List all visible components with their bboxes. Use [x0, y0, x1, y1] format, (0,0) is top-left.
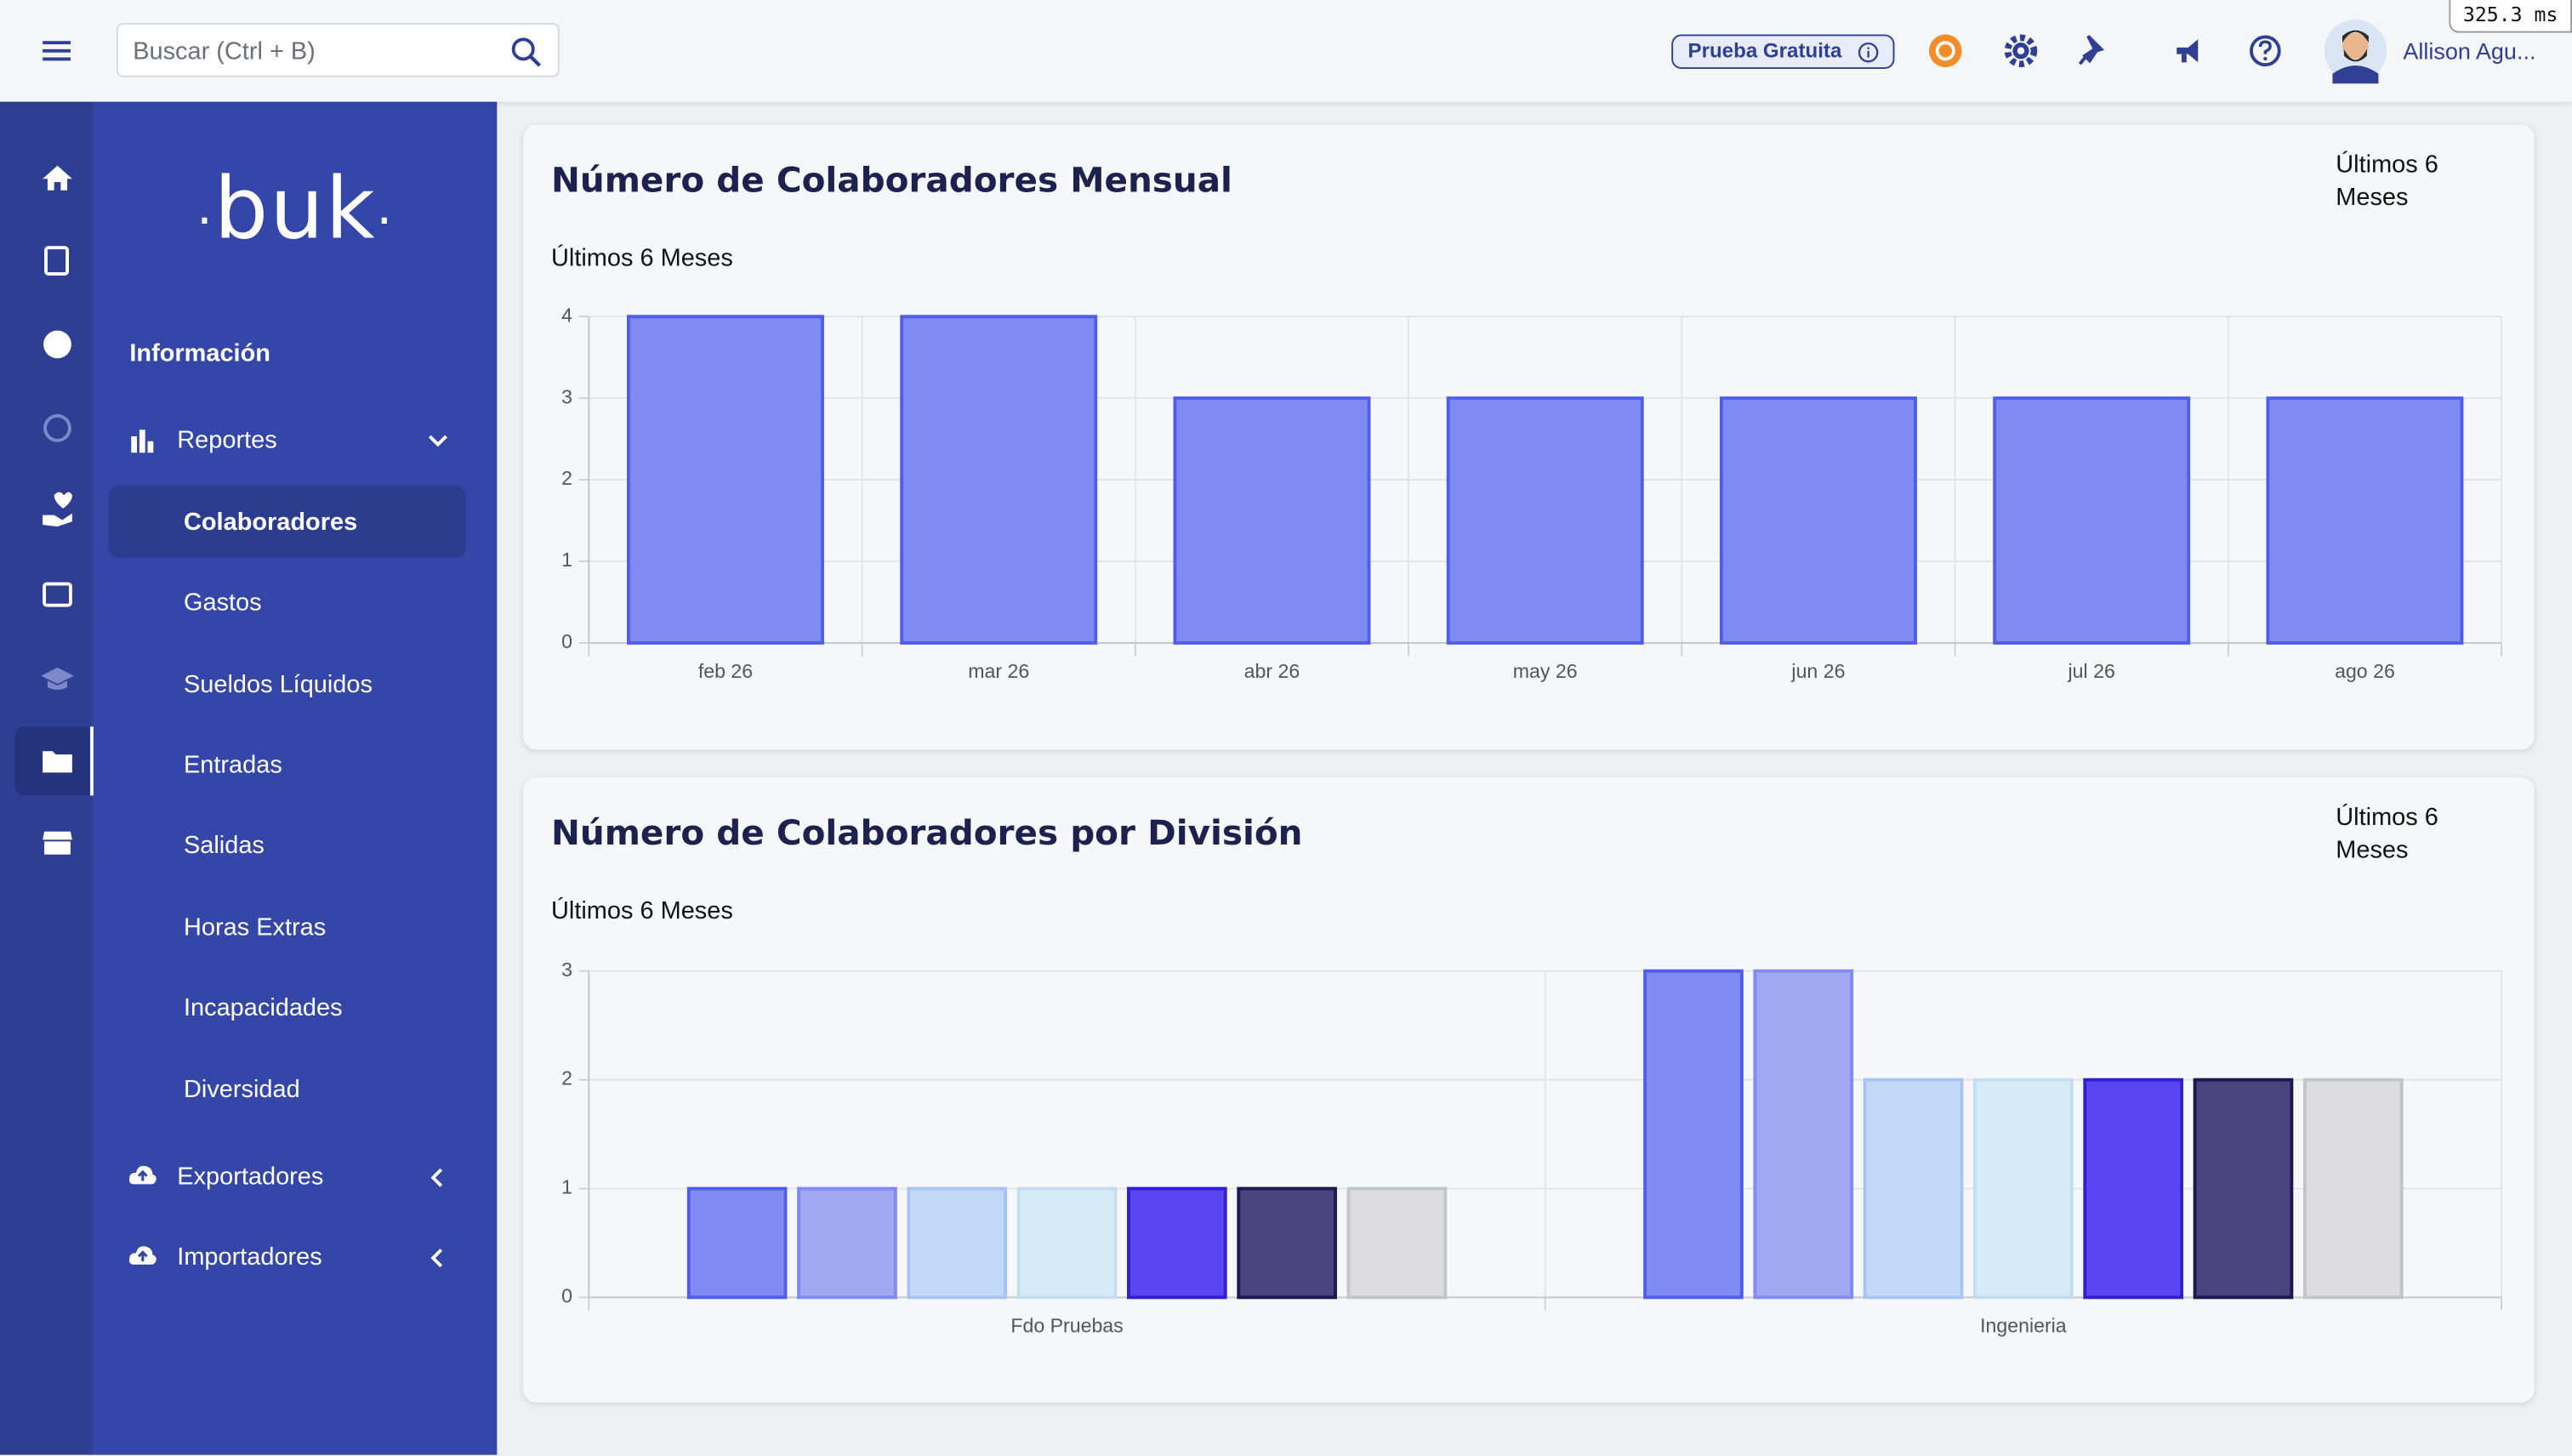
- info-icon: [1858, 42, 1879, 63]
- report-link[interactable]: Incapacidades: [183, 993, 343, 1022]
- period-filter[interactable]: Últimos 6 Meses: [2336, 151, 2438, 212]
- export-icon: [128, 1165, 156, 1185]
- payroll-icon[interactable]: [43, 330, 71, 359]
- trial-badge[interactable]: Prueba Gratuita: [1671, 34, 1895, 69]
- rail-icons: [14, 165, 95, 855]
- store-icon[interactable]: [43, 831, 72, 855]
- report-link[interactable]: Entradas: [183, 751, 282, 780]
- logo-text: buk: [213, 160, 377, 259]
- search-icon[interactable]: [509, 34, 544, 70]
- sidebar: ·buk· Información Reportes Colaboradores…: [93, 101, 498, 1455]
- active-indicator: [90, 726, 95, 796]
- trial-label: Prueba Gratuita: [1687, 39, 1842, 63]
- icon-rail: [0, 101, 95, 1455]
- user-name[interactable]: Allison Agu...: [2403, 37, 2536, 65]
- reports-icon[interactable]: [43, 751, 72, 773]
- chart-subtitle: Últimos 6 Meses: [550, 896, 733, 925]
- chart-card: Número de Colaboradores Mensual Últimos …: [523, 124, 2535, 750]
- learning-icon[interactable]: [41, 667, 74, 690]
- settings-icon[interactable]: [2003, 33, 2039, 69]
- report-link[interactable]: Diversidad: [183, 1076, 300, 1104]
- report-link[interactable]: Colaboradores: [183, 508, 358, 537]
- reports-section-icon: [131, 429, 154, 453]
- logo[interactable]: ·buk·: [196, 160, 395, 259]
- chevron-left[interactable]: [424, 1245, 447, 1271]
- search-placeholder: Buscar (Ctrl + B): [133, 37, 316, 66]
- integration-icon[interactable]: [1927, 33, 1963, 69]
- wellbeing-icon[interactable]: [43, 492, 72, 527]
- chart-title: Número de Colaboradores por División: [550, 813, 1303, 853]
- exporters-toggle[interactable]: Exportadores: [177, 1163, 324, 1192]
- benefits-icon[interactable]: [43, 582, 72, 607]
- importers-toggle[interactable]: Importadores: [177, 1243, 322, 1271]
- home-icon[interactable]: [43, 165, 72, 191]
- active-item-bg: [108, 485, 466, 558]
- search-box[interactable]: Buscar (Ctrl + B): [116, 22, 560, 77]
- report-link[interactable]: Salidas: [183, 831, 265, 860]
- menu-button[interactable]: [41, 36, 74, 65]
- section-label: Información: [129, 339, 270, 367]
- time-icon[interactable]: [43, 413, 71, 442]
- perf-badge: 325.3 ms: [2449, 0, 2572, 33]
- chart-subtitle: Últimos 6 Meses: [550, 244, 733, 273]
- import-icon: [128, 1246, 156, 1265]
- help-icon[interactable]: [2247, 33, 2283, 69]
- period-filter[interactable]: Últimos 6 Meses: [2336, 803, 2438, 865]
- report-link[interactable]: Sueldos Líquidos: [183, 670, 373, 699]
- report-link[interactable]: Gastos: [183, 589, 262, 617]
- tasks-icon[interactable]: [44, 246, 69, 276]
- reports-toggle[interactable]: Reportes: [177, 426, 277, 455]
- announcements-icon[interactable]: [2171, 33, 2207, 69]
- chevron-left[interactable]: [424, 1164, 447, 1191]
- top-bar: Buscar (Ctrl + B) Prueba Gratuita Alliso…: [0, 0, 2572, 102]
- chart-card: Número de Colaboradores por División Últ…: [523, 777, 2535, 1402]
- report-link[interactable]: Horas Extras: [183, 913, 327, 941]
- pin-icon[interactable]: [2077, 33, 2113, 69]
- chart-title: Número de Colaboradores Mensual: [550, 160, 1232, 201]
- user-avatar[interactable]: [2323, 18, 2388, 84]
- chevron-down[interactable]: [424, 429, 451, 452]
